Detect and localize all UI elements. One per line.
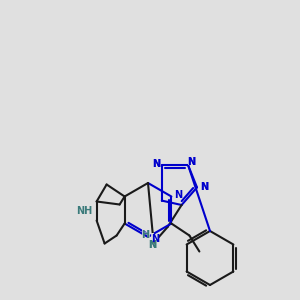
Text: H: H: [142, 230, 149, 240]
Text: N: N: [200, 182, 208, 192]
Text: N: N: [174, 190, 182, 200]
Text: N: N: [187, 158, 195, 167]
Text: H: H: [141, 229, 151, 242]
Text: N: N: [173, 188, 183, 201]
Text: N: N: [152, 159, 160, 170]
Text: N: N: [200, 182, 208, 192]
Text: NH: NH: [76, 206, 93, 216]
Text: N: N: [187, 158, 195, 167]
Text: N: N: [148, 240, 157, 250]
Text: N: N: [151, 234, 159, 244]
Text: N: N: [152, 159, 160, 170]
Text: N: N: [200, 182, 208, 192]
Text: H: H: [142, 230, 150, 240]
Text: N: N: [187, 158, 196, 167]
Text: N: N: [148, 238, 158, 251]
Text: N: N: [148, 240, 157, 250]
Text: N: N: [151, 159, 160, 170]
Text: N: N: [150, 232, 160, 245]
